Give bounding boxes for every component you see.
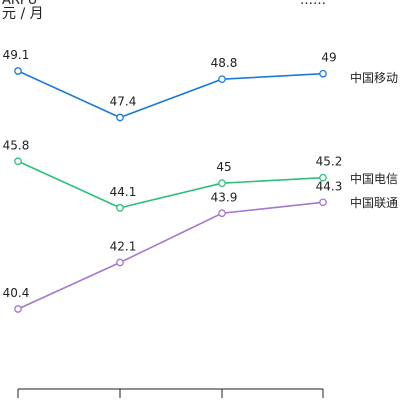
- data-label: 44.1: [110, 185, 137, 199]
- data-point: [218, 209, 226, 218]
- data-label: 42.1: [110, 239, 137, 253]
- data-label: 45.2: [316, 155, 343, 169]
- data-point: [319, 173, 327, 182]
- series-line: [17, 201, 324, 310]
- series-group: 49.1 47.4 48.8 49 中国移动: [3, 48, 398, 122]
- data-label: 45.8: [3, 138, 30, 152]
- data-label: 49: [321, 51, 336, 65]
- data-label: 48.8: [211, 56, 238, 70]
- data-label: 47.4: [110, 95, 137, 109]
- data-point: [116, 258, 124, 267]
- series-line: [17, 70, 324, 119]
- series-group: 40.4 42.1 43.9 44.3 中国联通: [3, 179, 398, 313]
- data-point: [319, 198, 327, 207]
- data-point: [14, 67, 22, 75]
- data-point: [14, 305, 22, 313]
- data-point: [218, 75, 226, 84]
- data-point: [116, 113, 124, 122]
- series-line: [17, 160, 324, 209]
- data-label: 44.3: [316, 179, 343, 193]
- data-label: 45: [216, 160, 231, 174]
- data-label: 43.9: [211, 190, 238, 204]
- data-label: 49.1: [3, 48, 30, 62]
- chart-header-right-cut-text: ……: [300, 0, 326, 8]
- series-legend-label: 中国移动: [350, 70, 398, 85]
- data-point: [319, 69, 327, 78]
- series-legend-label: 中国联通: [350, 195, 398, 210]
- series-group: 45.8 44.1 45 45.2 中国电信: [3, 138, 398, 212]
- data-point: [14, 157, 22, 166]
- data-point: [116, 203, 124, 212]
- data-point: [218, 179, 226, 188]
- x-axis: [17, 388, 324, 398]
- series-legend-label: 中国电信: [350, 171, 398, 186]
- chart-header-cut-text: ARPU: [2, 0, 37, 8]
- data-label: 40.4: [3, 286, 30, 300]
- chart-unit-label: 元 / 月: [2, 6, 44, 22]
